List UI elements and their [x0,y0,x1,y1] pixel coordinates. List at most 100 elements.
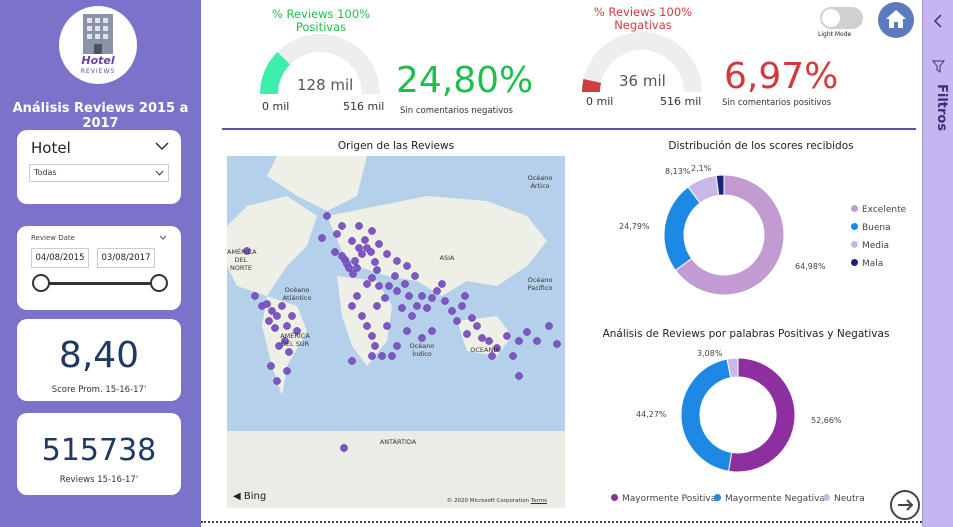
hotel-dropdown[interactable]: Todas [29,164,169,182]
review-origin-dot[interactable] [509,352,517,360]
legend-mayormente-negativa[interactable]: Mayormente Negativa [714,494,825,504]
sentiment-donut[interactable] [641,348,841,488]
review-origin-dot[interactable] [373,302,381,310]
review-origin-dot[interactable] [318,234,326,242]
review-origin-dot[interactable] [278,302,286,310]
review-origin-dot[interactable] [338,252,346,260]
review-origin-dot[interactable] [385,282,393,290]
review-origin-dot[interactable] [333,230,341,238]
review-origin-dot[interactable] [273,377,281,385]
review-origin-dot[interactable] [448,307,456,315]
review-origin-dot[interactable] [533,337,541,345]
home-button[interactable] [878,2,914,38]
review-origin-dot[interactable] [367,248,375,256]
review-origin-dot[interactable] [453,317,461,325]
review-origin-dot[interactable] [275,342,283,350]
review-origin-dot[interactable] [363,322,371,330]
review-origin-dot[interactable] [438,280,446,288]
date-slider-end-handle[interactable] [150,274,168,292]
chevron-down-icon[interactable] [155,141,169,151]
review-origin-dot[interactable] [413,302,421,310]
review-origin-dot[interactable] [428,327,436,335]
review-origin-dot[interactable] [265,317,273,325]
review-origin-dot[interactable] [340,444,348,452]
score-distribution-donut[interactable] [631,160,831,310]
review-origin-dot[interactable] [441,297,449,305]
review-origin-dot[interactable] [373,266,381,274]
review-origin-dot[interactable] [293,327,301,335]
review-origin-dot[interactable] [405,292,413,300]
review-origin-dot[interactable] [375,240,383,248]
review-origin-dot[interactable] [368,332,376,340]
review-origin-dot[interactable] [458,302,466,310]
review-origin-dot[interactable] [263,300,271,308]
review-origin-dot[interactable] [355,244,363,252]
next-page-button[interactable] [890,490,920,520]
start-date-input[interactable]: 04/08/2015 [31,248,89,268]
review-origin-dot[interactable] [351,257,359,265]
review-origin-dot[interactable] [349,270,357,278]
review-origin-dot[interactable] [273,312,281,320]
legend-mayormente-positiva[interactable]: Mayormente Positiva [611,494,716,504]
review-origin-dot[interactable] [378,352,386,360]
chevron-left-icon[interactable] [933,14,943,28]
review-origin-dot[interactable] [408,312,416,320]
terms-link[interactable]: Terms [530,498,547,504]
review-origin-dot[interactable] [271,324,279,332]
review-origin-dot[interactable] [493,344,501,352]
review-origin-dot[interactable] [478,334,486,342]
review-origin-dot[interactable] [331,248,339,256]
review-origin-dot[interactable] [403,327,411,335]
legend-neutra[interactable]: Neutra [823,494,865,504]
review-origin-dot[interactable] [428,294,436,302]
legend-excelente[interactable]: Excelente [851,205,906,215]
review-origin-dot[interactable] [553,340,561,348]
review-origin-dot[interactable] [371,258,379,266]
donut-slice-excelente[interactable] [674,174,785,296]
review-origin-dot[interactable] [383,322,391,330]
end-date-input[interactable]: 03/08/2017 [97,248,155,268]
donut-slice-mala[interactable] [715,174,725,196]
reviews-origin-map[interactable]: Océano Ártico AMÉRICA DEL NORTE Océano A… [227,156,565,508]
review-origin-dot[interactable] [243,247,251,255]
review-origin-dot[interactable] [348,357,356,365]
review-origin-dot[interactable] [348,237,356,245]
donut-slice-mayormente-positiva[interactable] [727,357,796,473]
review-origin-dot[interactable] [345,264,353,272]
review-origin-dot[interactable] [338,222,346,230]
light-mode-toggle[interactable] [820,7,863,29]
review-origin-dot[interactable] [485,337,493,345]
review-origin-dot[interactable] [368,274,376,282]
review-origin-dot[interactable] [403,262,411,270]
review-origin-dot[interactable] [398,304,406,312]
review-origin-dot[interactable] [371,342,379,350]
review-origin-dot[interactable] [401,280,409,288]
review-origin-dot[interactable] [393,287,401,295]
review-origin-dot[interactable] [285,348,293,356]
review-origin-dot[interactable] [383,250,391,258]
review-origin-dot[interactable] [368,227,376,235]
review-origin-dot[interactable] [355,222,363,230]
review-origin-dot[interactable] [418,292,426,300]
review-origin-dot[interactable] [468,314,476,322]
review-origin-dot[interactable] [375,282,383,290]
review-origin-dot[interactable] [381,294,389,302]
review-origin-dot[interactable] [288,312,296,320]
review-origin-dot[interactable] [268,307,276,315]
review-origin-dot[interactable] [283,367,291,375]
donut-slice-buena[interactable] [663,186,701,272]
review-origin-dot[interactable] [488,352,496,360]
review-origin-dot[interactable] [388,352,396,360]
review-origin-dot[interactable] [353,264,361,272]
legend-media[interactable]: Media [851,241,889,251]
review-origin-dot[interactable] [461,292,469,300]
donut-slice-mayormente-negativa[interactable] [680,358,733,472]
review-origin-dot[interactable] [267,362,275,370]
legend-buena[interactable]: Buena [851,223,891,233]
review-origin-dot[interactable] [358,312,366,320]
review-origin-dot[interactable] [515,372,523,380]
review-origin-dot[interactable] [391,272,399,280]
review-origin-dot[interactable] [251,292,259,300]
review-origin-dot[interactable] [463,330,471,338]
review-origin-dot[interactable] [503,332,511,340]
